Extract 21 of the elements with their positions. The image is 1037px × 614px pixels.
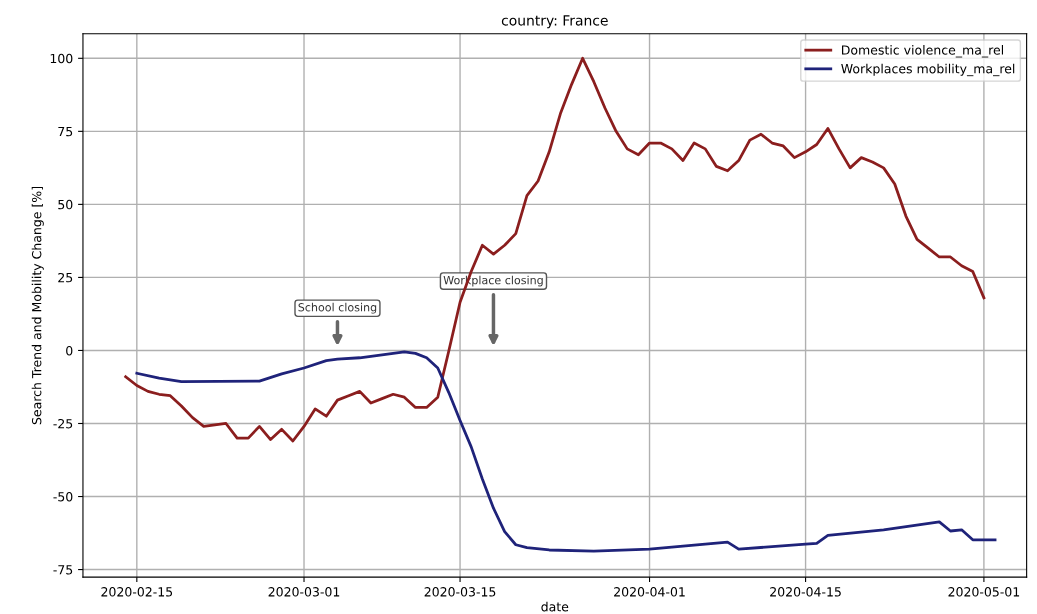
x-tick-label: 2020-03-15	[424, 587, 496, 597]
chart-title: country: France	[501, 15, 608, 29]
x-axis-title: date	[541, 601, 569, 612]
y-axis-title: Search Trend and Mobility Change [%]	[31, 186, 44, 425]
x-tick-label: 2020-04-01	[614, 587, 685, 597]
y-tick-label: -75	[53, 565, 73, 575]
annotation: School closing	[298, 302, 377, 314]
x-tick-label: 2020-04-15	[770, 587, 841, 597]
line-series	[135, 350, 997, 553]
legend-label: Workplaces mobility_ma_rel	[841, 63, 1015, 77]
y-tick-label: 100	[50, 53, 73, 64]
x-tick-label: 2020-05-01	[948, 587, 1020, 597]
y-tick-label: 75	[58, 126, 73, 137]
y-tick-label: 0	[66, 345, 73, 356]
legend-label: Domestic violence_ma_rel	[842, 45, 1003, 58]
y-tick-label: 25	[58, 272, 73, 283]
y-tick-label: -50	[53, 492, 73, 502]
x-tick-label: 2020-02-15	[101, 587, 173, 597]
y-tick-label: -25	[53, 418, 73, 429]
x-tick-label: 2020-03-01	[268, 587, 340, 597]
y-tick-label: 50	[58, 199, 73, 210]
